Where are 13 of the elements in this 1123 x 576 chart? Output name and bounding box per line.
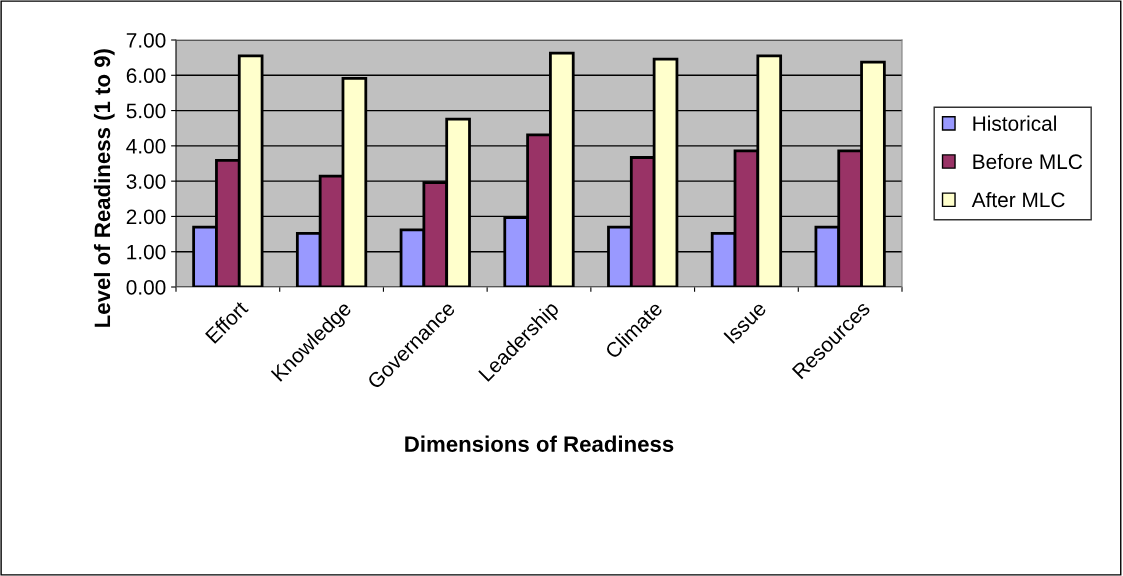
y-tick-label: 7.00: [126, 33, 166, 48]
y-tick-label: 1.00: [127, 244, 166, 260]
y-tick-label: 4.00: [126, 138, 166, 154]
legend-label: Before MLC: [973, 153, 1083, 170]
y-tick-label: 2.00: [126, 209, 166, 225]
y-tick-label: 0.00: [126, 280, 166, 295]
y-tick-label: 3.00: [126, 174, 166, 189]
legend-label: Historical: [973, 115, 1056, 131]
x-axis-title: Dimensions of Readiness: [405, 435, 674, 452]
y-tick-label: 5.00: [126, 103, 166, 119]
y-axis-title: Level of Readiness (1 to 9): [93, 49, 115, 327]
legend-label: After MLC: [971, 191, 1065, 208]
y-tick-label: 6.00: [126, 68, 166, 84]
